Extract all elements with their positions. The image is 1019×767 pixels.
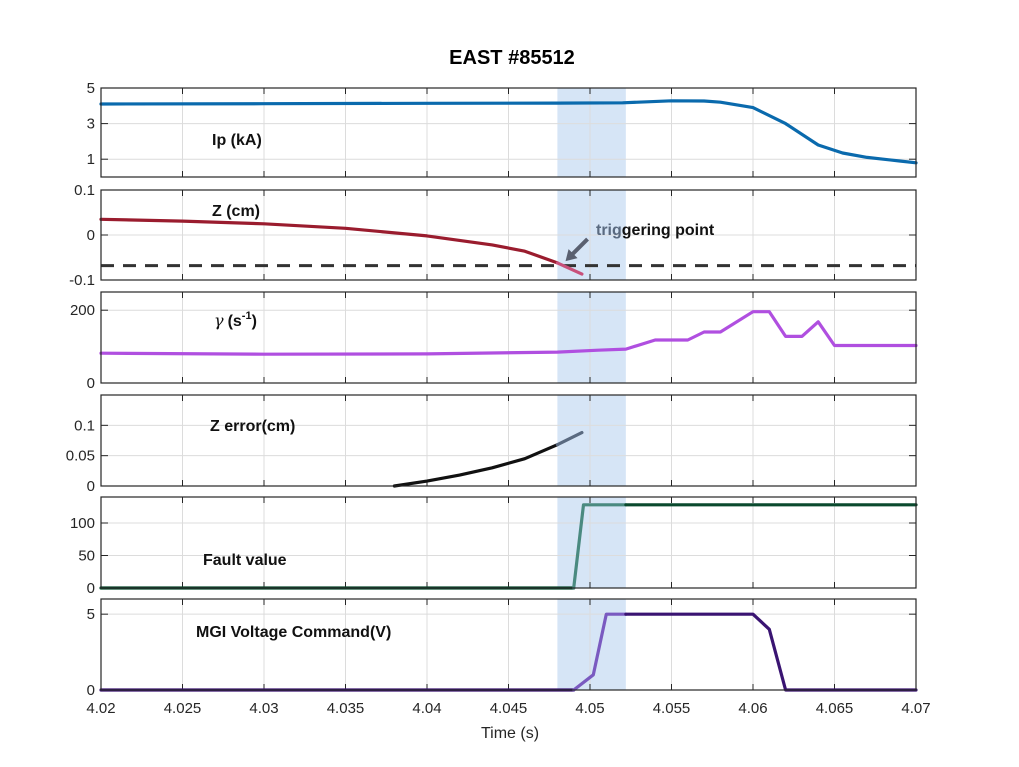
annotation-text-part: gering point [622,222,715,239]
y-tick-label: 0 [87,682,95,699]
panels: 5 3 1 Ip (kA) 0.1 0 -0.1 triggering point Z (cm)… [66,80,918,699]
panel-label: γ (s-1) [214,310,257,330]
panel-label-exponent: -1 [242,310,252,322]
y-tick-label: 0 [87,478,95,495]
y-tick-label: 0 [87,580,95,597]
series-line-1 [392,443,559,488]
x-tick-label: 4.035 [327,700,365,717]
y-tick-label: 1 [87,151,95,168]
panel-label-close: ) [252,313,257,330]
y-tick-label: 100 [70,515,95,532]
series-line-2 [572,612,628,692]
highlight-band [557,497,626,588]
panel-label-unit: (s [228,313,242,330]
x-tick-label: 4.03 [249,700,278,717]
panel-frame [100,291,917,384]
x-tick-label: 4.065 [816,700,854,717]
panel-label: Z (cm) [212,203,260,220]
y-tick-label: 0 [87,227,95,244]
x-tick-label: 4.055 [653,700,691,717]
x-tick-label: 4.04 [412,700,441,717]
panel-label: Z error(cm) [210,418,295,435]
x-tick-label: 4.02 [86,700,115,717]
panel-5: 100 50 0 Fault value [70,496,918,597]
annotation-text-part: trig [596,222,622,239]
y-tick-label: 3 [87,116,95,133]
x-tick-label: 4.05 [575,700,604,717]
chart-title: EAST #85512 [449,47,575,69]
panel-2: 0.1 0 -0.1 triggering point Z (cm) [69,182,917,289]
series-line-1 [99,217,559,265]
series-line-1 [99,99,918,165]
series-line-3 [624,612,918,692]
y-tick-label: 5 [87,606,95,623]
panel-frame [100,496,917,589]
y-tick-label: 0.1 [74,182,95,199]
series-line-1 [99,310,918,356]
panel-frame [100,87,917,178]
panel-1: 5 3 1 Ip (kA) [87,80,918,178]
x-tick-label: 4.07 [901,700,930,717]
x-tick-labels: 4.02 4.025 4.03 4.035 4.04 4.045 4.05 4.055 4.06… [86,700,930,717]
x-axis-label: Time (s) [481,725,539,742]
y-tick-label: 50 [78,548,95,565]
series-line-2 [555,261,584,276]
y-tick-label: -0.1 [69,272,95,289]
panel-6: 5 0 MGI Voltage Command(V) [87,598,918,699]
panel-frame [100,394,917,487]
x-tick-label: 4.06 [738,700,767,717]
y-tick-label: 200 [70,302,95,319]
annotation-text: triggering point [596,222,715,239]
panel-label: Fault value [203,552,287,569]
panel-3: 200 0 γ (s-1) [70,291,918,392]
series-line-2 [572,503,628,590]
panel-label-symbol: γ [214,311,224,330]
annotation-arrow [569,237,589,258]
y-tick-label: 0.05 [66,448,95,465]
panel-label: MGI Voltage Command(V) [196,624,391,641]
panel-label: Ip (kA) [212,132,262,149]
y-tick-label: 0 [87,375,95,392]
panel-frame [100,598,917,691]
y-tick-label: 0.1 [74,417,95,434]
annotation-arrowhead [565,249,578,262]
y-tick-label: 5 [87,80,95,97]
x-tick-label: 4.045 [490,700,528,717]
highlight-band [557,292,626,383]
panel-frame [100,189,917,281]
series-line-2 [555,431,584,447]
x-tick-label: 4.025 [164,700,202,717]
panel-4: 0.1 0.05 0 Z error(cm) [66,394,917,495]
